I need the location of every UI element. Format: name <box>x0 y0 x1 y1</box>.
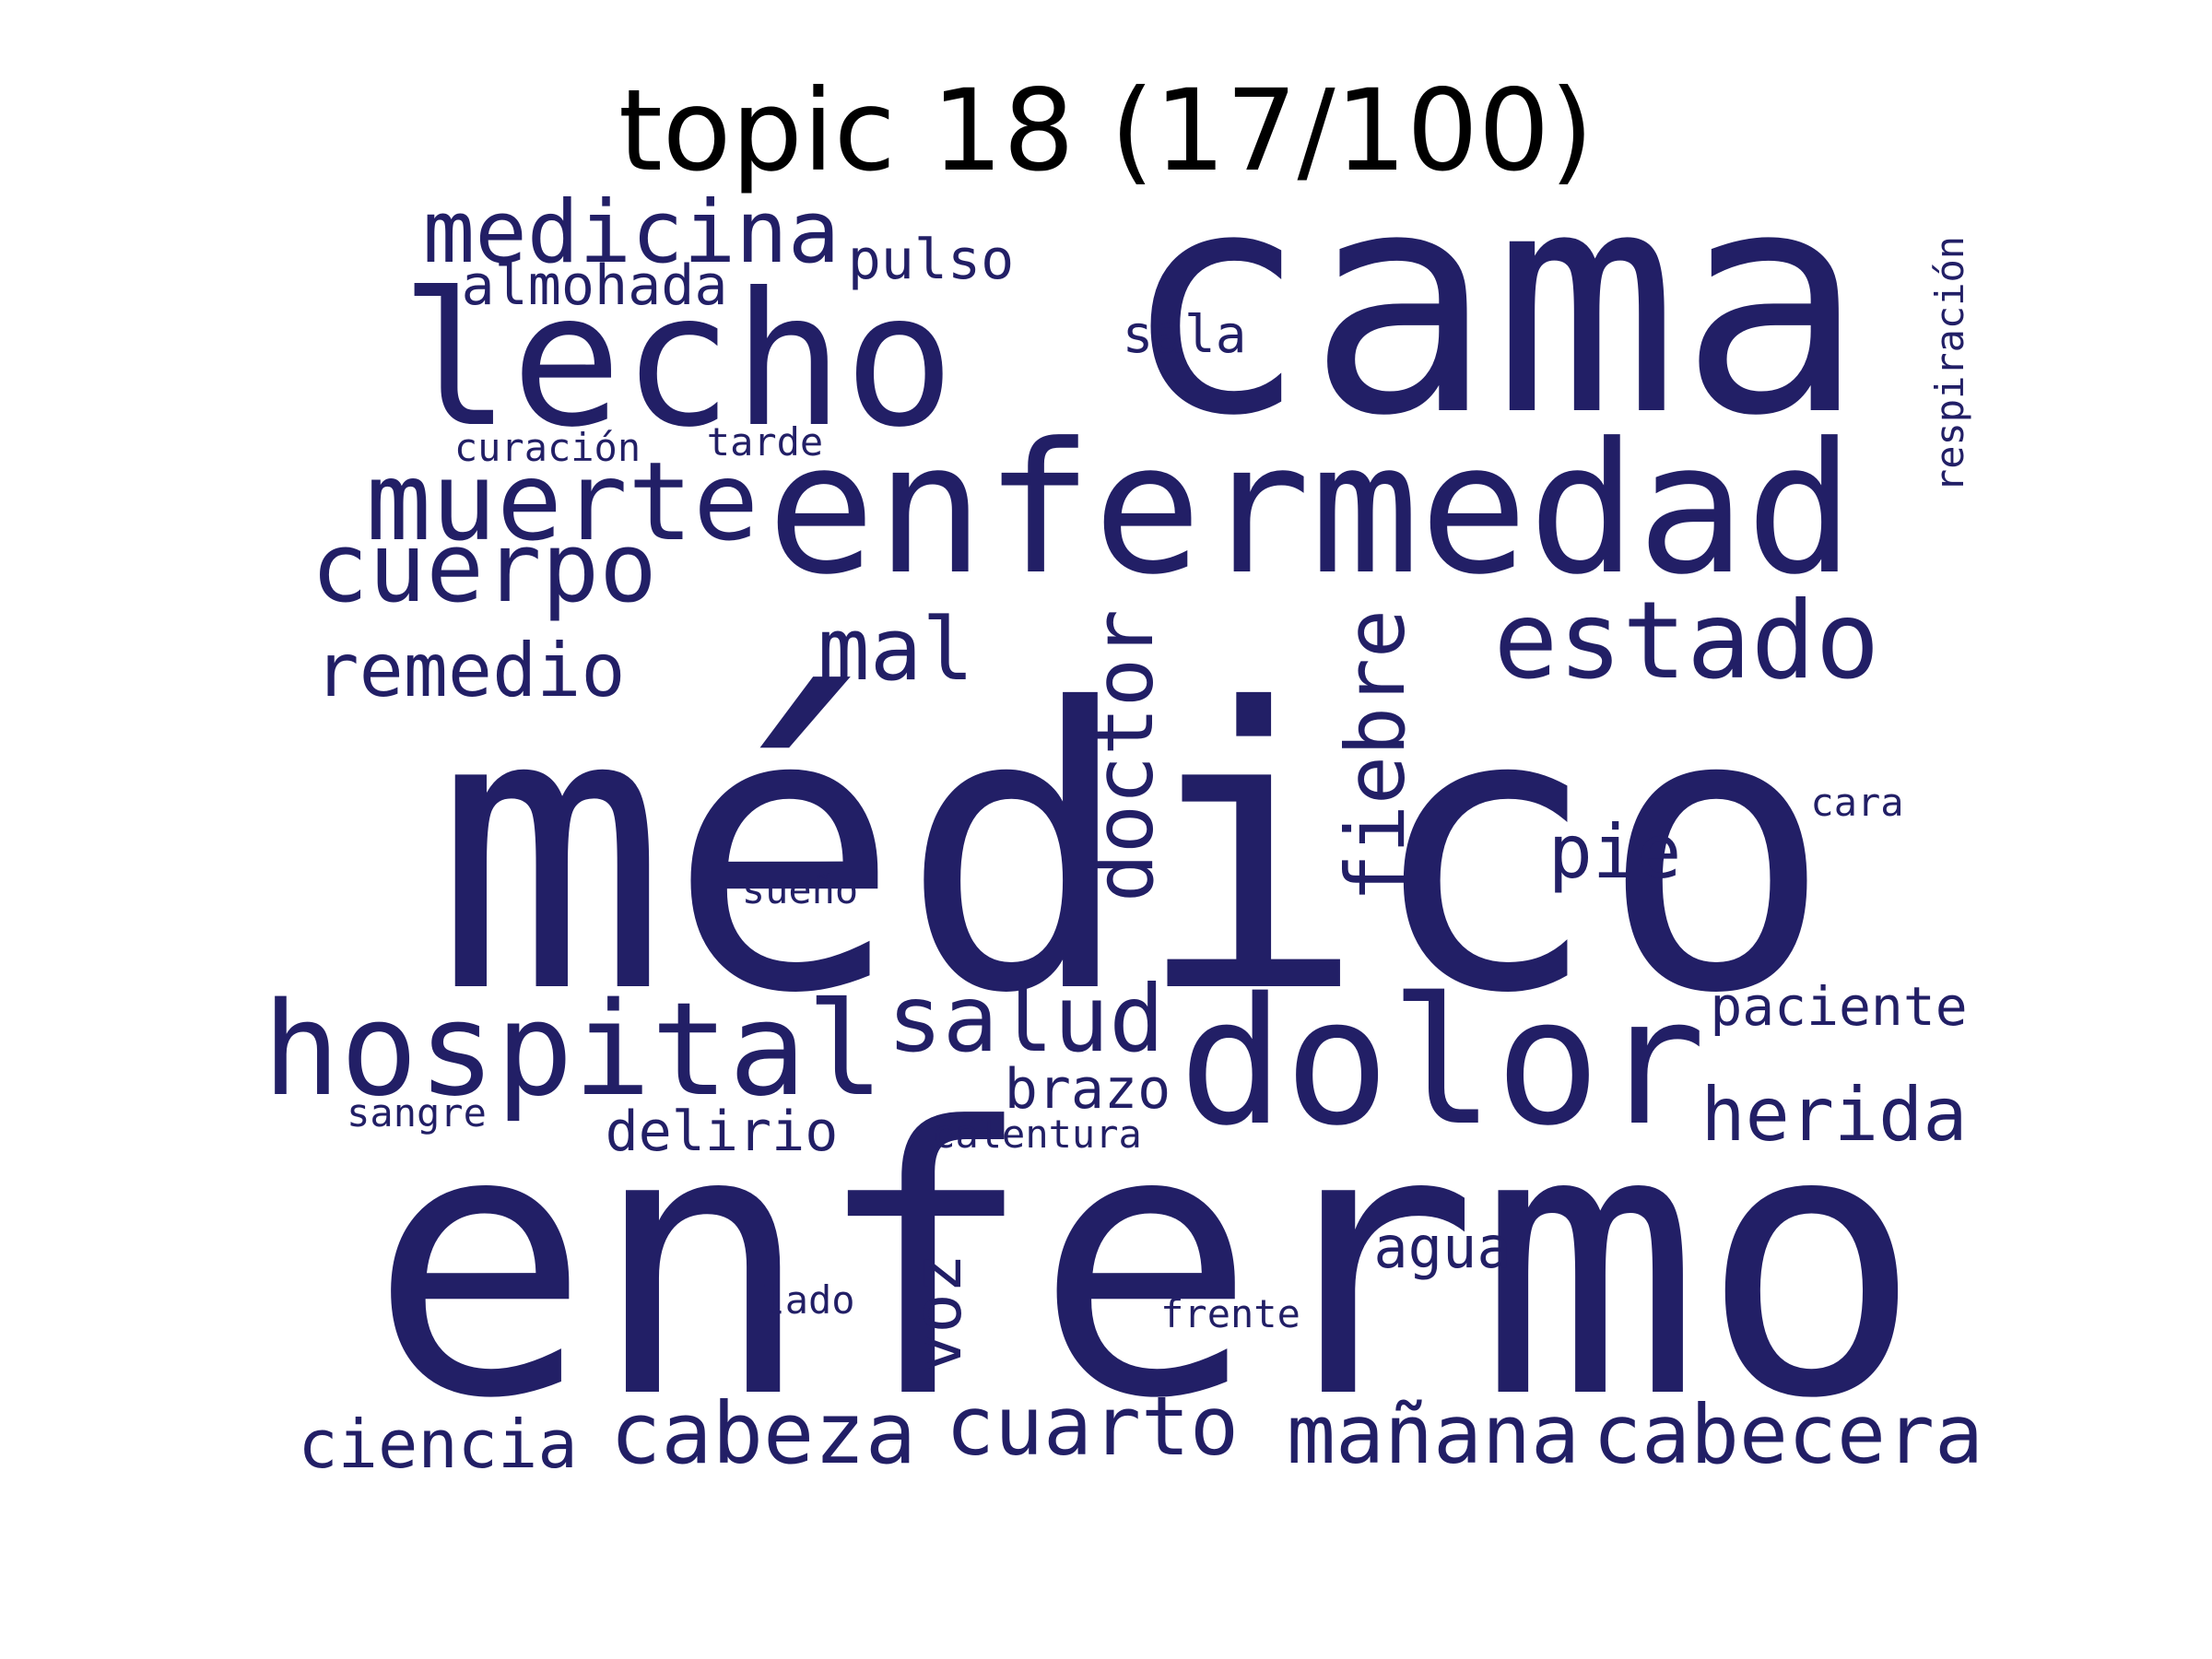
word-hospital: hospital <box>263 975 884 1125</box>
word-calentura: calentura <box>932 1112 1142 1157</box>
word-sala: sala <box>1123 305 1247 365</box>
word-respiracion: respiración <box>1927 236 1972 492</box>
word-almohada: almohada <box>462 253 728 318</box>
word-curacion: curación <box>454 425 641 470</box>
word-tarde: tarde <box>707 419 823 465</box>
word-lecho: lecho <box>400 253 955 468</box>
word-cuarto: cuarto <box>946 1379 1239 1474</box>
word-cama: cama <box>1122 124 1865 484</box>
word-fiebre: fiebre <box>1328 609 1423 902</box>
word-doctor: doctor <box>1077 609 1171 902</box>
word-estado: estado <box>1493 579 1879 703</box>
word-dolor: dolor <box>1179 960 1706 1164</box>
word-frente: frente <box>1160 1291 1300 1336</box>
word-remedio: remedio <box>314 628 625 713</box>
word-pie: pie <box>1548 809 1682 895</box>
word-herida: herida <box>1701 1072 1968 1158</box>
word-voz: voz <box>899 1253 976 1373</box>
word-medico: médico <box>434 628 1832 1078</box>
figure-title: topic 18 (17/100) <box>618 65 1594 196</box>
word-brazo: brazo <box>1005 1057 1171 1122</box>
word-enfermo: enfermo <box>369 1051 1923 1479</box>
word-delirio: delirio <box>606 1100 839 1164</box>
word-cara: cara <box>1810 780 1903 825</box>
word-sueno: sueño <box>742 867 858 912</box>
word-muerte: muerte <box>366 438 759 565</box>
word-sangre: sangre <box>347 1090 487 1135</box>
word-cabecera: cabecera <box>1593 1387 1983 1482</box>
word-cabeza: cabeza <box>610 1384 916 1483</box>
word-enfermedad: enfermedad <box>767 405 1854 615</box>
word-pulso: pulso <box>848 228 1015 292</box>
word-manana: mañana <box>1287 1387 1580 1482</box>
word-cuerpo: cuerpo <box>311 512 657 624</box>
word-agua: agua <box>1373 1214 1511 1281</box>
word-lado: lado <box>761 1277 854 1323</box>
word-mal: mal <box>818 600 974 700</box>
word-ciencia: ciencia <box>298 1406 577 1483</box>
word-medicina: medicina <box>423 182 841 283</box>
word-salud: salud <box>887 965 1164 1073</box>
word-paciente: paciente <box>1710 975 1967 1038</box>
